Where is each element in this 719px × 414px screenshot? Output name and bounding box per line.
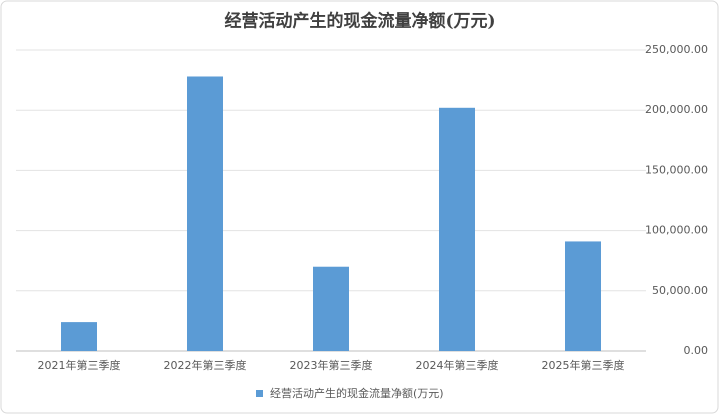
x-tick-label: 2023年第三季度 [290, 358, 373, 372]
x-tick-label: 2024年第三季度 [416, 358, 499, 372]
legend-swatch [256, 390, 263, 397]
x-tick-label: 2021年第三季度 [38, 358, 121, 372]
legend-label: 经营活动产生的现金流量净额(万元) [270, 386, 444, 400]
chart-title: 经营活动产生的现金流量净额(万元) [224, 11, 495, 32]
x-tick-label: 2022年第三季度 [164, 358, 247, 372]
y-tick-label: 200,000.00 [645, 103, 708, 116]
bar [313, 266, 349, 351]
bar [187, 76, 223, 351]
y-tick-label: 0.00 [684, 344, 709, 357]
y-tick-label: 50,000.00 [652, 284, 708, 297]
y-tick-label: 250,000.00 [645, 43, 708, 56]
y-tick-label: 100,000.00 [645, 224, 708, 237]
bar [439, 107, 475, 352]
y-tick-label: 150,000.00 [645, 163, 708, 176]
bar [61, 322, 97, 351]
bar [565, 241, 601, 351]
x-tick-label: 2025年第三季度 [542, 358, 625, 372]
